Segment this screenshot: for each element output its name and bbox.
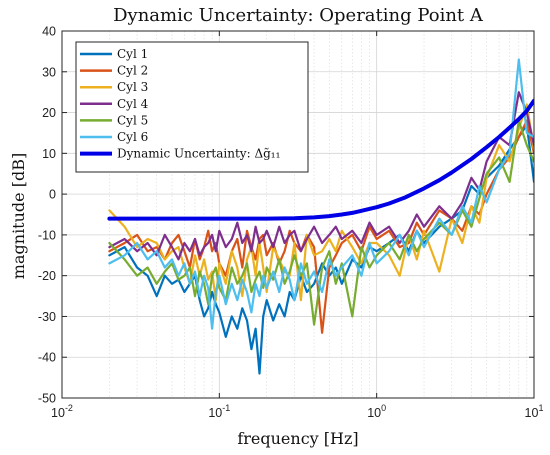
y-tick-label: 0 <box>49 188 56 202</box>
y-tick-label: 40 <box>42 25 56 39</box>
legend-label-3: Cyl 3 <box>117 80 148 94</box>
legend-box <box>75 41 309 173</box>
legend-label-5: Cyl 5 <box>117 113 148 127</box>
legend-label-4: Cyl 4 <box>117 97 149 111</box>
x-tick-label: 10-1 <box>208 403 230 420</box>
legend-label-2: Cyl 2 <box>117 64 148 78</box>
x-tick-label: 10-2 <box>51 403 73 420</box>
legend-label-1: Cyl 1 <box>117 47 148 61</box>
axes-box <box>61 30 535 399</box>
y-tick-label: -20 <box>38 269 56 283</box>
x-axis-label: frequency [Hz] <box>237 429 358 448</box>
series-line-6 <box>108 58 534 330</box>
chart-title: Dynamic Uncertainty: Operating Point A <box>113 5 484 26</box>
series-line-5 <box>108 119 534 326</box>
y-axis-label: magnitude [dB] <box>9 153 28 279</box>
y-tick-label: 20 <box>42 106 56 120</box>
series-line-4 <box>108 91 534 261</box>
series-line-2 <box>108 119 534 334</box>
series-group <box>107 58 534 375</box>
y-tick-label: -50 <box>38 392 56 406</box>
y-tick-label: -30 <box>38 310 56 324</box>
series-line-7 <box>107 98 534 221</box>
grid <box>62 31 534 398</box>
x-tick-label: 100 <box>367 403 386 420</box>
x-tick-label: 101 <box>525 403 544 420</box>
y-tick-label: -40 <box>38 351 56 365</box>
y-tick-label: -10 <box>38 228 56 242</box>
y-tick-label: 30 <box>42 65 56 79</box>
legend: Cyl 1 Cyl 2 Cyl 3 Cyl 4 Cyl 5 Cyl 6 Dynamic Un… <box>75 41 309 173</box>
legend-label-6: Cyl 6 <box>117 130 148 144</box>
plot-area: -50 -40 -30 -20 -10 0 10 20 30 40 10-2 10-1 100 101 <box>38 25 544 421</box>
y-tick-label: 10 <box>42 147 56 161</box>
legend-label-7: Dynamic Uncertainty: Δg̃₁₁ <box>117 147 280 161</box>
